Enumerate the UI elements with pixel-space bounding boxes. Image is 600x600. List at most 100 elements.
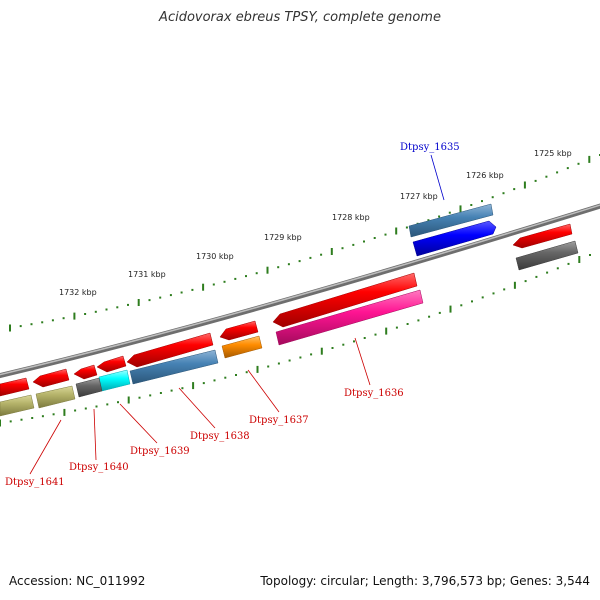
- minor-tick: [138, 396, 141, 399]
- gene-label-1637[interactable]: Dtpsy_1637: [249, 415, 309, 426]
- major-tick: [127, 396, 130, 404]
- tick-label-1729: 1729 kbp: [264, 233, 302, 242]
- tick-label-1731: 1731 kbp: [128, 270, 166, 279]
- genome-backbone: [0, 203, 600, 379]
- gene-khaki-far-left[interactable]: [0, 394, 35, 417]
- minor-tick: [234, 277, 237, 280]
- major-tick: [523, 181, 526, 189]
- minor-tick: [310, 353, 313, 356]
- gene-dtpsy-1641-feature[interactable]: [35, 385, 76, 409]
- minor-tick: [556, 171, 559, 174]
- major-tick: [395, 227, 398, 235]
- minor-tick: [535, 275, 538, 278]
- gene-grey-far-right[interactable]: [515, 240, 579, 271]
- minor-tick: [405, 226, 408, 229]
- major-tick: [320, 347, 323, 355]
- major-tick: [192, 382, 195, 390]
- gene-label-1636[interactable]: Dtpsy_1636: [344, 388, 404, 399]
- minor-tick: [277, 266, 280, 269]
- leader-line-1638: [178, 387, 216, 429]
- gene-dtpsy-1638-red[interactable]: [126, 332, 214, 368]
- gene-red-far-right[interactable]: [512, 223, 573, 249]
- minor-tick: [503, 288, 506, 291]
- minor-tick: [298, 260, 301, 263]
- tick-label-1728: 1728 kbp: [332, 213, 370, 222]
- gene-dtpsy-1638-feature[interactable]: [129, 349, 219, 385]
- gene-dtpsy-1635-feature[interactable]: [408, 203, 494, 238]
- minor-tick: [320, 253, 323, 256]
- topology-text: Topology: circular; Length: 3,796,573 bp…: [260, 574, 590, 588]
- major-tick: [385, 327, 388, 335]
- map-title: Acidovorax ebreus TPSY, complete genome: [159, 10, 441, 25]
- gene-label-1639[interactable]: Dtpsy_1639: [130, 446, 190, 457]
- minor-tick: [127, 303, 129, 306]
- gene-dtpsy-1637-red[interactable]: [219, 320, 259, 341]
- gene-label-1640[interactable]: Dtpsy_1640: [69, 462, 129, 473]
- minor-tick: [577, 162, 580, 165]
- minor-tick: [95, 405, 98, 408]
- minor-tick: [31, 417, 34, 419]
- minor-tick: [471, 300, 473, 303]
- gene-dtpsy-1637-feature[interactable]: [221, 335, 263, 359]
- gene-dtpsy-1640-feature[interactable]: [75, 377, 103, 398]
- major-tick: [256, 365, 259, 373]
- tick-label-1727: 1727 kbp: [400, 192, 438, 201]
- minor-tick: [288, 359, 291, 362]
- minor-tick: [84, 407, 87, 410]
- minor-tick: [460, 304, 463, 307]
- gene-dtpsy-1641-red[interactable]: [32, 368, 70, 388]
- minor-tick: [212, 283, 215, 286]
- tick-label-1732: 1732 kbp: [59, 288, 97, 297]
- minor-tick: [438, 215, 441, 218]
- minor-tick: [589, 254, 591, 256]
- minor-tick: [395, 326, 398, 329]
- minor-tick: [374, 333, 377, 336]
- minor-tick: [331, 347, 334, 349]
- tick-label-1726: 1726 kbp: [466, 171, 504, 180]
- leader-line-1639: [119, 403, 158, 444]
- minor-tick: [159, 296, 162, 299]
- minor-tick: [428, 315, 431, 318]
- gene-label-1635[interactable]: Dtpsy_1635: [400, 142, 460, 153]
- major-tick: [578, 256, 581, 263]
- accession-text: Accession: NC_011992: [9, 574, 146, 588]
- minor-tick: [181, 387, 184, 390]
- minor-tick: [448, 211, 451, 214]
- gene-label-1638[interactable]: Dtpsy_1638: [190, 431, 250, 442]
- minor-tick: [566, 167, 569, 170]
- minor-tick: [170, 389, 173, 392]
- gene-dtpsy-1636-red[interactable]: [272, 272, 418, 328]
- major-tick: [266, 266, 269, 274]
- gene-dtpsy-1639-feature[interactable]: [98, 369, 131, 392]
- minor-tick: [299, 356, 302, 359]
- minor-tick: [363, 337, 366, 339]
- minor-tick: [277, 362, 280, 365]
- minor-tick: [481, 296, 484, 299]
- minor-tick: [19, 325, 22, 328]
- major-tick: [63, 408, 66, 416]
- gene-label-1641[interactable]: Dtpsy_1641: [5, 477, 65, 488]
- minor-tick: [159, 392, 162, 394]
- minor-tick: [105, 308, 108, 311]
- minor-tick: [41, 415, 44, 418]
- gene-blast-hit-blue[interactable]: [412, 220, 497, 257]
- minor-tick: [309, 256, 312, 259]
- minor-tick: [9, 420, 12, 423]
- gene-red-far-left[interactable]: [0, 377, 30, 397]
- minor-tick: [287, 263, 290, 266]
- major-tick: [9, 324, 11, 332]
- leader-line-1641: [29, 419, 62, 475]
- minor-tick: [84, 313, 87, 315]
- minor-tick: [353, 340, 355, 343]
- minor-tick: [30, 323, 33, 326]
- minor-tick: [191, 288, 194, 291]
- minor-tick: [52, 413, 55, 416]
- gene-dtpsy-1640-red[interactable]: [73, 364, 98, 380]
- minor-tick: [524, 280, 527, 283]
- major-tick: [0, 419, 1, 427]
- minor-tick: [117, 401, 119, 404]
- minor-tick: [438, 311, 441, 314]
- gene-dtpsy-1639-red[interactable]: [96, 355, 127, 373]
- gene-dtpsy-1636-feature[interactable]: [275, 289, 424, 346]
- major-tick: [73, 312, 76, 320]
